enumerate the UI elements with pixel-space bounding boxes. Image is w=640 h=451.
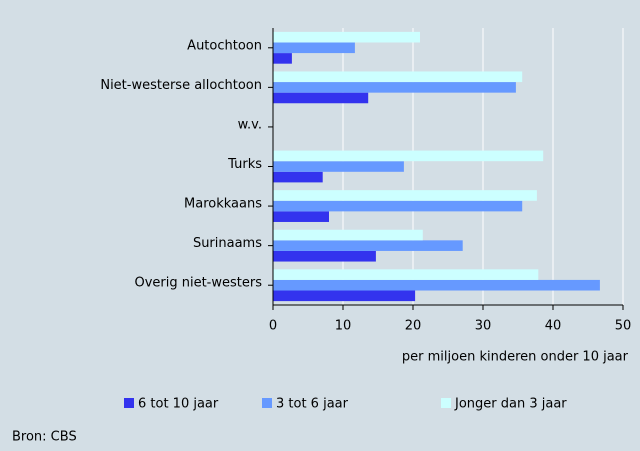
bar (273, 211, 329, 222)
y-tick-label: Overig niet-westers (134, 276, 262, 291)
bar (273, 171, 323, 183)
x-tick-label: 40 (545, 319, 562, 334)
bar (273, 53, 292, 64)
source: Bron: CBS (12, 430, 77, 445)
bar (273, 250, 376, 262)
legend-swatch (441, 398, 451, 408)
bar (273, 190, 537, 201)
bar (273, 31, 420, 43)
legend-swatch (124, 398, 134, 408)
y-tick-label: Marokkaans (184, 197, 262, 212)
bar (273, 150, 544, 162)
bar (273, 71, 523, 83)
bar (273, 161, 404, 172)
y-tick-label: Autochtoon (187, 38, 262, 53)
x-tick-label: 0 (269, 319, 277, 334)
legend-label: 6 tot 10 jaar (138, 397, 219, 412)
y-tick-label: Surinaams (193, 236, 262, 251)
y-tick-label: Niet-westerse allochtoon (100, 78, 262, 93)
x-tick-label: 10 (335, 319, 352, 334)
bar (273, 82, 516, 93)
bar (273, 269, 539, 280)
legend-swatch (262, 398, 272, 408)
bar (273, 42, 355, 54)
bar (273, 200, 523, 212)
x-tick-label: 20 (405, 319, 422, 334)
bar (273, 229, 423, 241)
bar (273, 290, 416, 302)
x-tick-label: 50 (615, 319, 632, 334)
x-tick-label: 30 (475, 319, 492, 334)
y-tick-label: Turks (227, 157, 262, 172)
bar (273, 92, 369, 104)
y-tick-label: w.v. (238, 117, 262, 132)
x-axis-label: per miljoen kinderen onder 10 jaar (402, 350, 629, 365)
bar (273, 279, 600, 291)
bar (273, 240, 463, 251)
legend-label: Jonger dan 3 jaar (454, 397, 567, 412)
legend-label: 3 tot 6 jaar (276, 397, 349, 412)
